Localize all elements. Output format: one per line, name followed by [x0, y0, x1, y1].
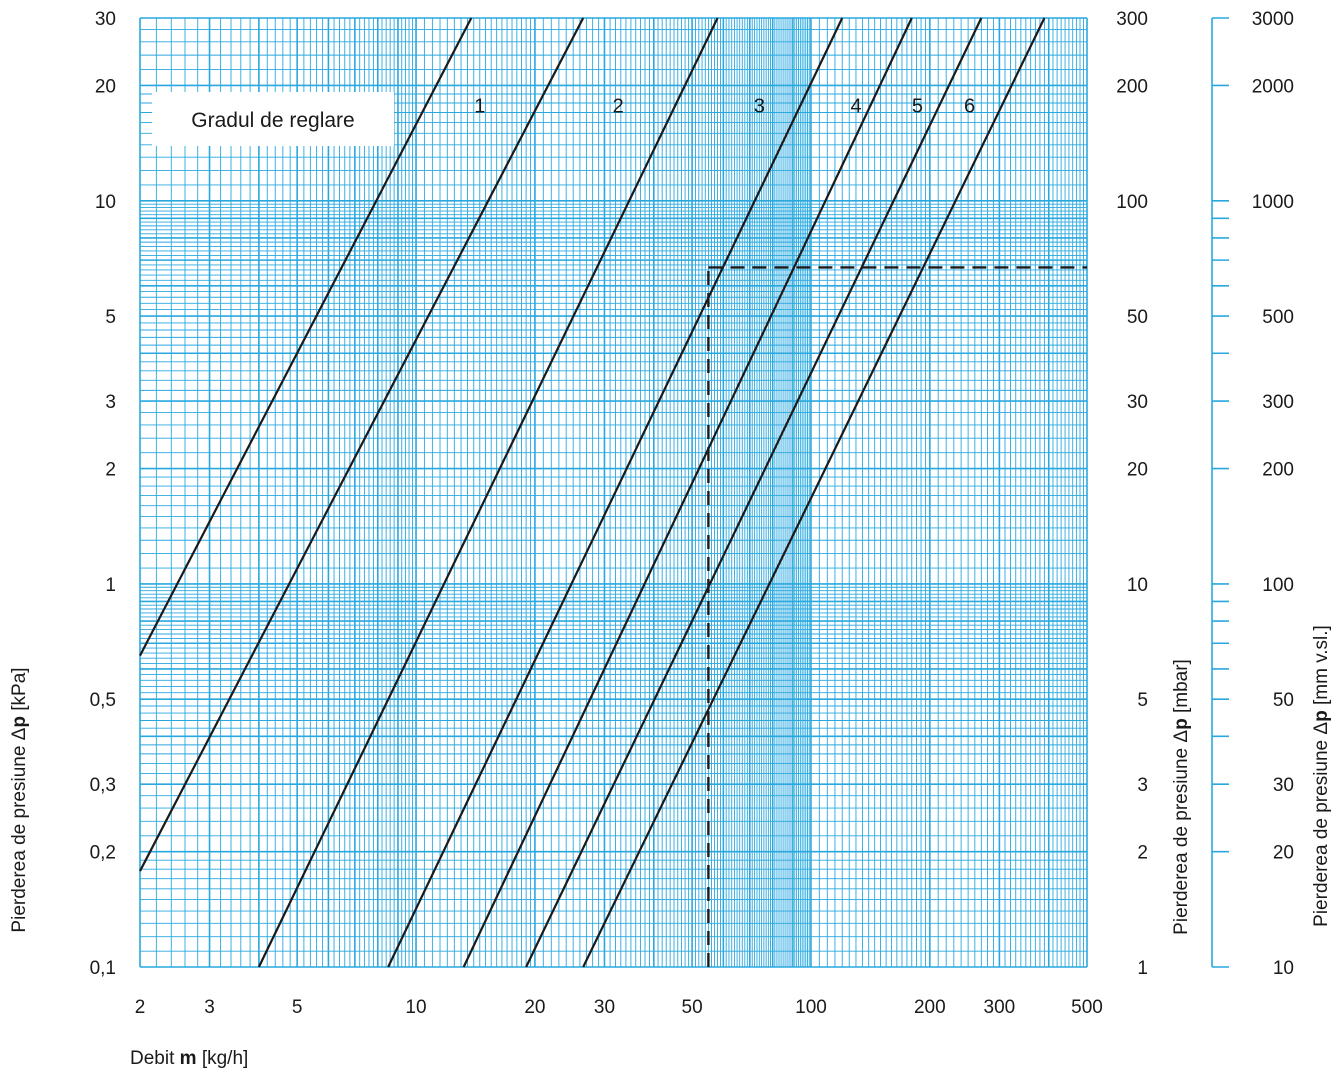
- x-tick-label: 2: [135, 997, 146, 1018]
- y-axis-title-mm: Pierderea de presiune Δp [mm v.sl.]: [1311, 625, 1332, 927]
- y-tick-label-kpa: 0,3: [90, 775, 116, 796]
- x-tick-label: 3: [204, 997, 215, 1018]
- y-tick-label-mm: 30: [1273, 775, 1294, 796]
- y-tick-label-kpa: 0,1: [90, 958, 116, 979]
- y-axis-title-mbar: Pierderea de presiune Δp [mbar]: [1171, 659, 1192, 935]
- y-tick-label-kpa: 3: [105, 392, 116, 413]
- y-tick-label-kpa: 10: [95, 192, 116, 213]
- y-tick-label-mbar: 20: [1127, 460, 1148, 481]
- x-tick-label: 30: [594, 997, 615, 1018]
- y-tick-label-mbar: 30: [1127, 392, 1148, 413]
- legend-title: Gradul de reglare: [191, 109, 354, 132]
- curve-label-2: 2: [613, 96, 624, 118]
- y-tick-label-mm: 100: [1262, 575, 1294, 596]
- curve-3: [257, 17, 719, 968]
- y-tick-label-mbar: 5: [1137, 690, 1148, 711]
- y-tick-label-mbar: 10: [1127, 575, 1148, 596]
- x-tick-label: 100: [795, 997, 827, 1018]
- curve-labels: 1 2 3 4 5 6: [474, 96, 975, 118]
- x-tick-label: 20: [524, 997, 545, 1018]
- y-tick-label-mbar: 50: [1127, 307, 1148, 328]
- y-tick-label-mm: 500: [1262, 307, 1294, 328]
- y-tick-label-kpa: 1: [105, 575, 116, 596]
- y-tick-label-mm: 50: [1273, 690, 1294, 711]
- curve-2: [139, 17, 585, 872]
- y-tick-label-mm: 3000: [1252, 9, 1294, 30]
- y-tick-label-kpa: 20: [95, 77, 116, 98]
- x-tick-label: 200: [914, 997, 946, 1018]
- y-tick-label-kpa: 30: [95, 9, 116, 30]
- y-tick-label-mm: 2000: [1252, 77, 1294, 98]
- y-tick-labels-kpa: 30 20 10 5 3 2 1 0,5 0,3 0,2 0,1: [90, 9, 116, 979]
- y-tick-label-mbar: 200: [1116, 77, 1148, 98]
- right-axis-mm: [1211, 17, 1229, 968]
- y-tick-label-kpa: 0,2: [90, 843, 116, 864]
- curves: [139, 17, 1046, 968]
- curve-label-4: 4: [850, 96, 861, 118]
- curve-label-1: 1: [474, 96, 485, 118]
- x-tick-label: 500: [1071, 997, 1103, 1018]
- x-axis-title: Debit m [kg/h]: [130, 1048, 248, 1069]
- y-tick-label-kpa: 5: [105, 307, 116, 328]
- x-tick-label: 300: [984, 997, 1016, 1018]
- curve-label-6: 6: [964, 96, 975, 118]
- y-tick-label-mbar: 300: [1116, 9, 1148, 30]
- y-tick-label-mbar: 3: [1137, 775, 1148, 796]
- y-tick-label-mm: 10: [1273, 958, 1294, 979]
- x-tick-label: 5: [292, 997, 303, 1018]
- x-tick-labels: 2 3 5 10 20 30 50 100 200 300 500: [135, 997, 1103, 1018]
- y-axis-title-kpa: Pierderea de presiune Δp [kPa]: [9, 667, 30, 932]
- legend-box: [152, 92, 394, 146]
- grid-minor: [140, 18, 1087, 967]
- curve-4: [387, 17, 844, 968]
- curve-5: [462, 17, 913, 968]
- curve-label-5: 5: [912, 96, 923, 118]
- y-tick-label-mm: 200: [1262, 460, 1294, 481]
- y-tick-label-mbar: 100: [1116, 192, 1148, 213]
- y-tick-labels-mm: 3000 2000 1000 500 300 200 100 50 30 20 10: [1252, 9, 1294, 979]
- y-tick-label-kpa: 0,5: [90, 690, 116, 711]
- curve-6: [525, 17, 983, 968]
- y-tick-label-mm: 1000: [1252, 192, 1294, 213]
- x-tick-label: 50: [682, 997, 703, 1018]
- curve-label-3: 3: [754, 96, 765, 118]
- y-tick-labels-mbar: 300 200 100 50 30 20 10 5 3 2 1: [1116, 9, 1148, 979]
- example-dashed-lines: [707, 266, 1087, 967]
- y-tick-label-kpa: 2: [105, 460, 116, 481]
- y-tick-label-mm: 300: [1262, 392, 1294, 413]
- curve-1: [139, 17, 473, 657]
- y-tick-label-mbar: 2: [1137, 843, 1148, 864]
- y-tick-label-mm: 20: [1273, 843, 1294, 864]
- curve-unlabeled: [582, 17, 1046, 968]
- grid-major: [139, 17, 1088, 968]
- x-tick-label: 10: [405, 997, 426, 1018]
- y-tick-label-mbar: 1: [1137, 958, 1148, 979]
